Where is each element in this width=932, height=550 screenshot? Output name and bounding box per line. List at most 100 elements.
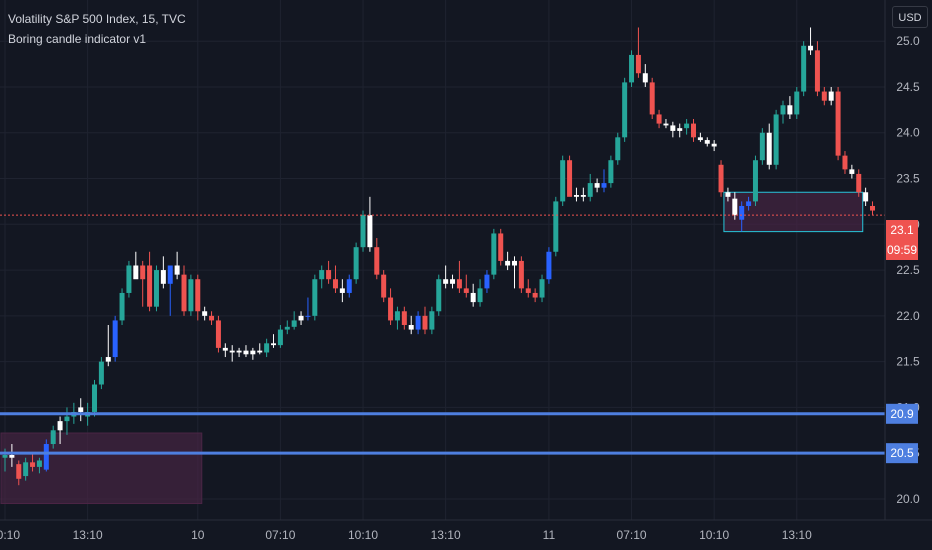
candle-body bbox=[78, 407, 84, 412]
time-tick-8: 10:10 bbox=[699, 528, 729, 542]
boring-zone-1 bbox=[723, 191, 864, 233]
candle-body bbox=[277, 329, 283, 346]
candle-body bbox=[670, 125, 676, 131]
candle-body bbox=[849, 169, 855, 174]
candle-body bbox=[147, 265, 153, 307]
candle-body bbox=[580, 195, 586, 197]
candle-body bbox=[222, 347, 228, 351]
candle-body bbox=[401, 311, 407, 325]
price-axis[interactable]: 20.020.521.021.522.022.523.023.524.024.5… bbox=[896, 34, 920, 506]
countdown-value: 09:59 bbox=[887, 243, 917, 257]
candle-body bbox=[725, 192, 731, 197]
candle-body bbox=[450, 279, 456, 284]
candle-body bbox=[622, 82, 628, 138]
candle-body bbox=[195, 279, 201, 312]
symbol-title[interactable]: Volatility S&P 500 Index, 15, TVC bbox=[8, 12, 186, 26]
candle-body bbox=[174, 265, 180, 275]
candle-body bbox=[326, 270, 332, 280]
candle-body bbox=[126, 265, 132, 293]
candle-body bbox=[229, 350, 235, 353]
candle-body bbox=[532, 292, 538, 298]
indicator-name[interactable]: Boring candle indicator v1 bbox=[8, 32, 147, 46]
candle-body bbox=[436, 279, 442, 312]
candle-body bbox=[615, 137, 621, 161]
price-tick-8: 24.0 bbox=[896, 126, 920, 140]
candle-body bbox=[243, 350, 249, 355]
candle-body bbox=[808, 45, 814, 51]
candle-body bbox=[677, 128, 683, 131]
candle-body bbox=[629, 54, 635, 83]
candle-body bbox=[257, 350, 263, 353]
price-tick-9: 24.5 bbox=[896, 80, 920, 94]
candle-body bbox=[691, 123, 696, 138]
price-tags: 23.1 09:59 20.9 20.5 bbox=[886, 220, 918, 464]
time-axis[interactable]: 10:10 13:10 10 07:10 10:10 13:10 11 07:10 10:10 1… bbox=[0, 528, 812, 542]
level-tag-0 bbox=[886, 403, 918, 424]
candle-body bbox=[443, 279, 449, 284]
candle-body bbox=[491, 233, 497, 275]
candle-body bbox=[215, 320, 221, 348]
candle-body bbox=[284, 326, 290, 330]
candle-body bbox=[594, 183, 600, 188]
candle-body bbox=[704, 140, 710, 144]
price-tick-5: 22.5 bbox=[896, 263, 920, 277]
candle-body bbox=[718, 164, 724, 193]
candle-body bbox=[649, 82, 655, 115]
candle-body bbox=[394, 311, 400, 321]
candle-body bbox=[498, 233, 504, 261]
time-tick-7: 07:10 bbox=[617, 528, 647, 542]
price-tick-3: 21.5 bbox=[896, 355, 920, 369]
candle-body bbox=[119, 292, 125, 321]
candles bbox=[2, 27, 876, 486]
current-price-value: 23.1 bbox=[890, 223, 914, 237]
candle-body bbox=[9, 455, 15, 458]
candle-body bbox=[250, 350, 256, 355]
candle-body bbox=[332, 279, 338, 289]
candle-body bbox=[484, 274, 490, 289]
candle-body bbox=[739, 205, 745, 220]
candle-body bbox=[112, 320, 118, 358]
candle-body bbox=[291, 320, 297, 327]
candle-body bbox=[360, 215, 366, 248]
candle-body bbox=[780, 105, 786, 115]
candle-body bbox=[374, 247, 380, 275]
boring-zones bbox=[0, 191, 864, 505]
candle-body bbox=[511, 260, 517, 266]
candle-body bbox=[202, 311, 208, 316]
candle-body bbox=[209, 315, 215, 321]
countdown-tag bbox=[886, 240, 918, 260]
current-price-tag bbox=[886, 220, 918, 240]
candle-body bbox=[408, 325, 414, 330]
candle-body bbox=[759, 132, 765, 161]
candle-body bbox=[43, 444, 49, 470]
price-tick-0: 20.0 bbox=[896, 492, 920, 506]
candle-body bbox=[381, 274, 387, 298]
candle-body bbox=[188, 279, 194, 312]
candle-body bbox=[567, 160, 573, 197]
candle-body bbox=[23, 462, 29, 477]
candle-body bbox=[642, 73, 648, 83]
candle-body bbox=[828, 91, 834, 101]
candle-body bbox=[98, 361, 104, 385]
candle-body bbox=[505, 260, 511, 266]
candle-body bbox=[160, 270, 166, 284]
candle-body bbox=[181, 274, 187, 312]
horizontal-levels[interactable] bbox=[0, 412, 885, 455]
candle-body bbox=[429, 311, 435, 330]
candle-body bbox=[835, 91, 841, 156]
candle-body bbox=[842, 155, 848, 170]
currency-button[interactable]: USD bbox=[892, 6, 928, 28]
candle-body bbox=[57, 421, 63, 431]
candle-body bbox=[50, 430, 56, 445]
level-tag-value-0: 20.9 bbox=[890, 407, 914, 421]
candle-body bbox=[264, 343, 270, 353]
price-tick-4: 22.0 bbox=[896, 309, 920, 323]
candle-body bbox=[456, 279, 462, 289]
candle-body bbox=[663, 123, 669, 126]
time-tick-0: 10:10 bbox=[0, 528, 20, 542]
candle-body bbox=[312, 279, 318, 316]
candle-body bbox=[470, 292, 476, 303]
candle-body bbox=[656, 114, 662, 124]
candle-body bbox=[539, 279, 545, 298]
